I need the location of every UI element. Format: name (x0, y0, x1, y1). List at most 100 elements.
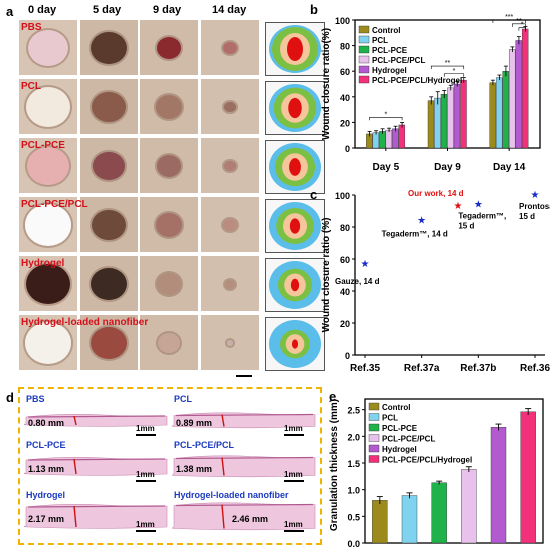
scale-bar (284, 530, 304, 532)
thickness-marker (73, 415, 77, 426)
histology-section (172, 502, 316, 531)
y-axis-title: Wound closure ratio(%) (321, 28, 332, 140)
wound-diagram-svg (269, 25, 321, 73)
data-point-label: Tegaderm™, 14 d (382, 230, 448, 239)
panel-e-chart: e 0.0 0.5 1.0 1.5 2.0 2.5 Granulation thicknes… (329, 389, 544, 549)
panel-c-letter: c (310, 187, 317, 202)
y-tick-label: 20 (340, 319, 350, 329)
data-point-star: ★ (417, 216, 426, 227)
scale-label: 1mm (284, 520, 303, 529)
data-point-star: ★ (474, 200, 483, 211)
legend-label: PCL-PCE/PCL/Hydrogel (372, 76, 462, 85)
panel-b-letter: b (310, 2, 318, 17)
y-axis-title: Wound closure ratio (%) (321, 218, 332, 333)
legend-swatch (368, 402, 380, 411)
panel-c-chart: c 0 20 40 60 80 100 Wound closure ratio (%) Ref… (310, 187, 550, 374)
bar (461, 469, 477, 544)
wound-diagram (265, 258, 325, 312)
legend-swatch (368, 434, 380, 442)
y-tick-label: 100 (335, 16, 350, 26)
significance-bracket (430, 65, 465, 70)
bar (372, 132, 380, 149)
tissue-section (172, 455, 316, 478)
legend-label: PCL (382, 414, 398, 423)
x-tick-label: Day 5 (372, 162, 399, 173)
legend-swatch (358, 35, 370, 44)
wound-photo (201, 197, 259, 252)
data-point-label: Our work, 14 d (408, 189, 464, 198)
scale-label: 1mm (284, 424, 303, 433)
y-axis-title: Granulation thickness (mm) (329, 399, 340, 531)
histology-section (24, 414, 168, 427)
data-point-star: ★ (361, 259, 370, 270)
epidermis-line (27, 415, 166, 418)
legend-label: Hydrogel (372, 66, 407, 75)
histology-section (172, 412, 316, 429)
histology-label: PBS (26, 394, 45, 404)
row-label: Hydrogel-loaded nanofiber (21, 317, 149, 328)
legend-swatch (358, 75, 370, 84)
y-tick-label: 1.5 (347, 459, 360, 469)
bar (427, 100, 435, 149)
significance-mark: *** (505, 14, 513, 21)
scale-bar (236, 375, 252, 377)
day-header-5: 5 day (93, 4, 122, 16)
wound-area (223, 41, 237, 55)
legend-swatch (358, 65, 370, 74)
significance-bracket (443, 73, 465, 77)
bar (398, 124, 406, 149)
y-tick-label: 0.5 (347, 512, 360, 522)
bar (385, 129, 393, 149)
wound-diagram (265, 22, 325, 76)
significance-mark: * (384, 111, 387, 118)
wound-photo (140, 79, 198, 134)
tissue-section (172, 412, 316, 429)
wound-area (225, 279, 235, 289)
diagram-day14 (289, 218, 301, 234)
y-tick-label: 2.5 (347, 406, 360, 416)
wound-area (224, 101, 236, 113)
wound-diagram-svg (269, 84, 321, 132)
diagram-day14 (289, 158, 301, 176)
scale-label: 1mm (136, 424, 155, 433)
wound-area (92, 91, 126, 123)
scale-bar (136, 480, 156, 482)
y-tick-label: 60 (340, 67, 350, 77)
wound-area (92, 209, 126, 241)
wound-photo (19, 20, 77, 75)
data-point-label: Prontosan, (519, 202, 550, 211)
epidermis-line (27, 505, 166, 508)
data-point-star: ★ (454, 201, 463, 212)
wound-area (27, 147, 69, 185)
wound-photo (19, 138, 77, 193)
scale-bar (284, 434, 304, 436)
wound-area (25, 322, 71, 364)
wound-photo (19, 256, 77, 311)
legend-label: Control (372, 26, 400, 35)
wound-diagram (265, 199, 325, 253)
wound-area (158, 333, 180, 353)
wound-photo (201, 256, 259, 311)
wound-photo (19, 315, 77, 370)
wound-photo (80, 138, 138, 193)
wound-diagram-svg (269, 261, 321, 309)
wound-area (91, 267, 127, 301)
diagram-day14 (288, 97, 302, 119)
scale-bar (284, 480, 304, 482)
wound-photo (140, 315, 198, 370)
wound-photo (80, 79, 138, 134)
wound-photo (80, 315, 138, 370)
histology-frame (18, 387, 322, 545)
bar (460, 79, 467, 149)
plot-axes (354, 195, 545, 356)
y-tick-label: 80 (340, 223, 350, 233)
thickness-marker (221, 457, 225, 476)
legend-label: PCL-PCE (382, 424, 418, 433)
plot-frame (364, 398, 544, 544)
scale-bar (136, 434, 156, 436)
thickness-value: 0.80 mm (28, 418, 65, 428)
y-tick-label: 80 (340, 42, 350, 52)
data-point-label: 15 d (519, 212, 535, 221)
wound-photo (80, 197, 138, 252)
legend-label: Hydrogel (382, 445, 417, 454)
